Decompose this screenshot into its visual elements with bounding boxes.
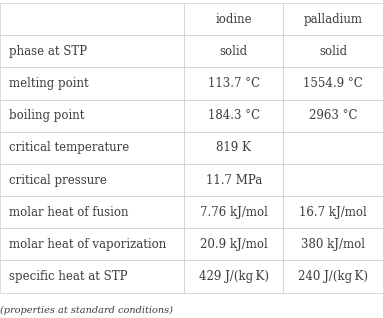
Text: (properties at standard conditions): (properties at standard conditions): [0, 306, 173, 315]
